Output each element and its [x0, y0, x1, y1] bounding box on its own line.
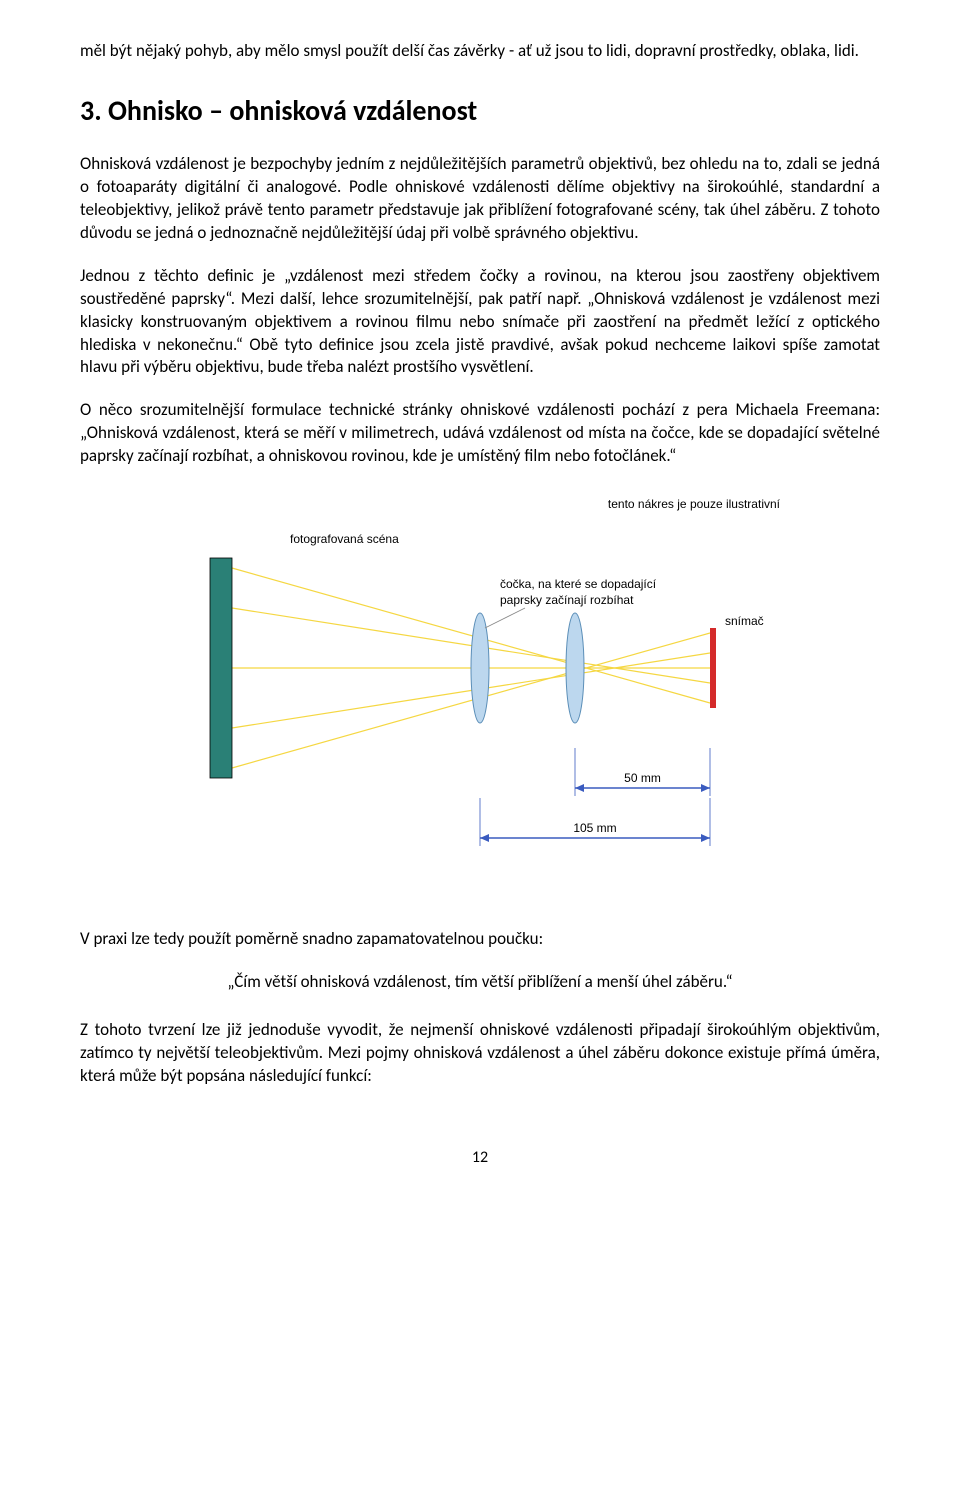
paragraph-5: Z tohoto tvrzení lze již jednoduše vyvod… — [80, 1019, 880, 1088]
svg-text:čočka, na které se dopadající: čočka, na které se dopadající — [500, 577, 657, 591]
paragraph-intro: měl být nějaký pohyb, aby mělo smysl pou… — [80, 40, 880, 63]
heading-section-3: 3. Ohnisko – ohnisková vzdálenost — [80, 93, 880, 128]
svg-text:50 mm: 50 mm — [624, 771, 661, 785]
page-number: 12 — [80, 1148, 880, 1167]
quote: „Čím větší ohnisková vzdálenost, tím vět… — [80, 971, 880, 994]
paragraph-2: Jednou z těchto definic je „vzdálenost m… — [80, 265, 880, 380]
paragraph-3: O něco srozumitelnější formulace technic… — [80, 399, 880, 468]
svg-text:fotografovaná scéna: fotografovaná scéna — [290, 532, 399, 546]
svg-text:snímač: snímač — [725, 614, 764, 628]
page: měl být nějaký pohyb, aby mělo smysl pou… — [0, 0, 960, 1207]
svg-text:105 mm: 105 mm — [573, 821, 616, 835]
svg-text:tento nákres je pouze ilustrat: tento nákres je pouze ilustrativní — [608, 497, 781, 511]
focal-length-diagram: tento nákres je pouze ilustrativní fotogr… — [80, 488, 880, 888]
paragraph-1: Ohnisková vzdálenost je bezpochyby jední… — [80, 153, 880, 245]
svg-text:paprsky začínají rozbíhat: paprsky začínají rozbíhat — [500, 593, 634, 607]
diagram-svg: tento nákres je pouze ilustrativní fotogr… — [170, 488, 790, 888]
paragraph-4: V praxi lze tedy použít poměrně snadno z… — [80, 928, 880, 951]
